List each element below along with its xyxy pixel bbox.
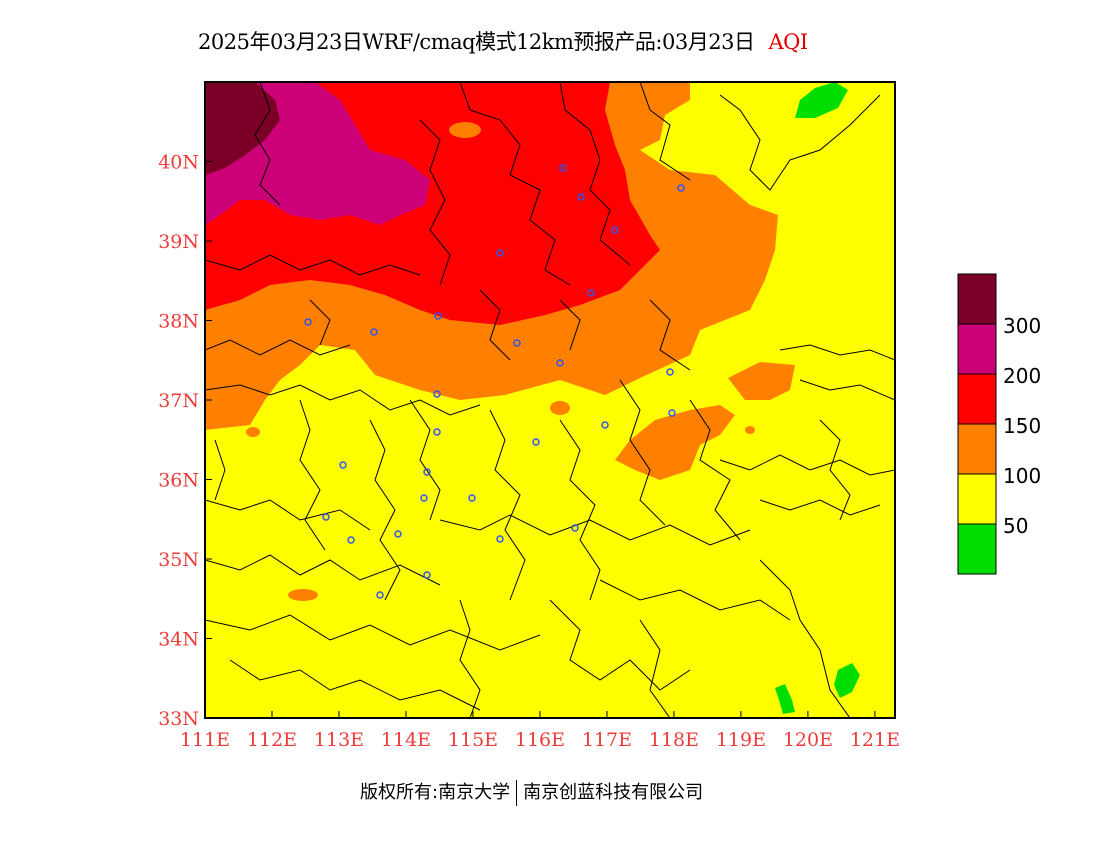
lat-tick-label: 36N [158,470,199,492]
lon-tick-label: 115E [448,729,498,751]
legend-swatch-magenta [957,323,997,375]
lon-tick-label: 111E [180,729,230,751]
city-marker [304,318,312,326]
city-marker [668,409,676,417]
lat-tick-label: 38N [158,311,199,333]
city-marker [556,359,564,367]
lon-tick-label: 121E [850,729,900,751]
map-panel [205,82,895,718]
lat-tick-label: 40N [158,152,199,174]
lat-tick-label: 39N [158,231,199,253]
city-marker [322,513,330,521]
boundary-lines [205,82,895,718]
city-marker [587,289,595,297]
lon-tick-label: 120E [783,729,833,751]
aqi-zone-orange-patch [449,122,481,138]
city-marker [513,339,521,347]
city-marker [468,494,476,502]
lon-tick-label: 118E [649,729,699,751]
lat-tick-label: 34N [158,629,199,651]
city-marker [423,468,431,476]
lat-tick-label: 35N [158,549,199,571]
aqi-zone-orange-patch [615,405,735,480]
lon-tick-label: 112E [247,729,297,751]
city-marker [666,368,674,376]
lon-tick-label: 116E [515,729,565,751]
city-marker [677,184,685,192]
legend-label: 200 [1003,364,1041,388]
city-marker [420,494,428,502]
city-marker [394,530,402,538]
aqi-zone-orange-patch [745,426,755,434]
title-main: 2025年03月23日WRF/cmaq模式12km预报产品:03月23日 [198,30,755,54]
lon-tick-label: 113E [314,729,364,751]
city-marker [370,328,378,336]
footer-left: 版权所有:南京大学 [360,782,511,803]
city-markers [304,164,685,599]
city-marker [347,536,355,544]
city-marker [571,524,579,532]
city-marker [434,312,442,320]
legend-label: 100 [1003,464,1041,488]
city-marker [433,390,441,398]
legend-swatch-green [957,523,997,575]
city-marker [339,461,347,469]
aqi-zone-orange-patch [550,401,570,415]
lat-tick-label: 33N [158,708,199,730]
lat-tick-label: 37N [158,390,199,412]
aqi-zone-orange-patch [288,589,318,601]
aqi-zone-orange-patch [728,362,795,400]
city-marker [376,591,384,599]
city-marker [423,571,431,579]
city-marker [532,438,540,446]
latitude-axis: 40N 39N 38N 37N 36N 35N 34N 33N [158,152,212,730]
legend-label: 300 [1003,314,1041,338]
aqi-zone-green [775,684,795,714]
city-marker [577,193,585,201]
aqi-zone-green [795,82,848,118]
city-marker [496,535,504,543]
lon-tick-label: 117E [582,729,632,751]
map-title: 2025年03月23日WRF/cmaq模式12km预报产品:03月23日 AQI [198,26,808,56]
legend-label: 150 [1003,414,1041,438]
aqi-zone-maroon [205,82,280,175]
legend-swatch-red [957,373,997,425]
longitude-axis: 111E 112E 113E 114E 115E 116E 117E 118E 119E 120E… [180,711,900,751]
city-marker [496,249,504,257]
legend-colorbar: 300 200 150 100 50 [957,273,1041,575]
footer-divider [516,780,518,806]
aqi-zone-orange-patch [246,427,260,437]
city-marker [601,421,609,429]
legend-label: 50 [1003,514,1028,538]
city-marker [611,226,619,234]
lon-tick-label: 114E [381,729,431,751]
lon-tick-label: 119E [716,729,766,751]
aqi-zone-green [834,663,860,698]
legend-swatch-yellow [957,473,997,525]
city-marker [433,428,441,436]
copyright-footer: 版权所有:南京大学 南京创蓝科技有限公司 [360,778,703,806]
city-marker [559,164,567,172]
footer-right: 南京创蓝科技有限公司 [523,782,704,803]
title-product: AQI [768,30,808,54]
legend-swatch-maroon [957,273,997,325]
legend-swatch-orange [957,423,997,475]
